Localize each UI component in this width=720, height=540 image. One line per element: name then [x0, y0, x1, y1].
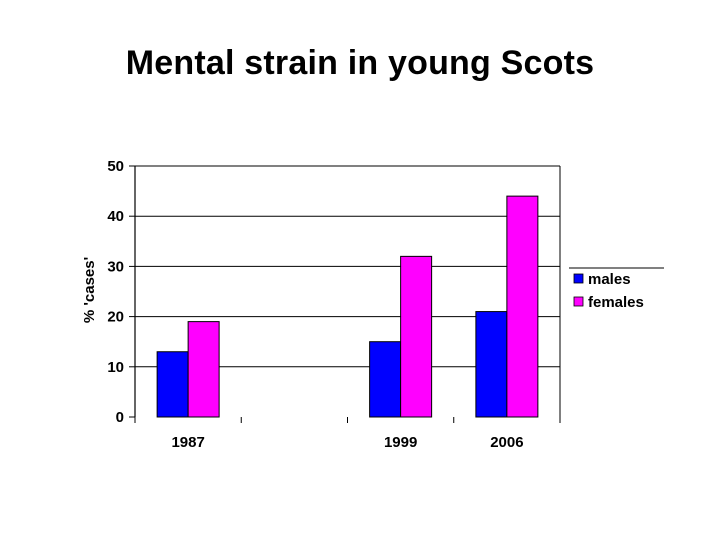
legend: males females: [569, 267, 664, 311]
bar-females-1987: [187, 321, 220, 418]
bar-females-2006: [506, 195, 539, 418]
y-tick-label: 40: [107, 208, 124, 225]
axes: [129, 165, 561, 423]
bars: [156, 195, 539, 418]
chart-title: Mental strain in young Scots: [125, 44, 595, 82]
y-tick-label: 30: [107, 258, 124, 275]
x-tick-label: 1999: [384, 434, 417, 451]
legend-swatch-females: [573, 296, 584, 307]
bar-females-1999: [400, 255, 433, 418]
legend-label-males: males: [588, 271, 631, 288]
y-tick-label: 10: [107, 359, 124, 376]
x-tick-label: 2006: [490, 434, 523, 451]
x-tick-label: 1987: [171, 434, 204, 451]
y-tick-label: 50: [107, 158, 124, 175]
bar-males-1999: [369, 341, 402, 418]
legend-swatch-males: [573, 273, 584, 284]
y-tick-labels: 0 10 20 30 40 50: [107, 158, 124, 426]
x-tick-labels: 1987 1999 2006: [171, 434, 523, 451]
y-tick-label: 20: [107, 309, 124, 326]
bar-males-1987: [156, 351, 189, 418]
legend-label-females: females: [588, 294, 644, 311]
y-tick-label: 0: [116, 409, 124, 426]
y-axis-label: % 'cases': [81, 257, 98, 323]
bar-males-2006: [475, 311, 508, 418]
